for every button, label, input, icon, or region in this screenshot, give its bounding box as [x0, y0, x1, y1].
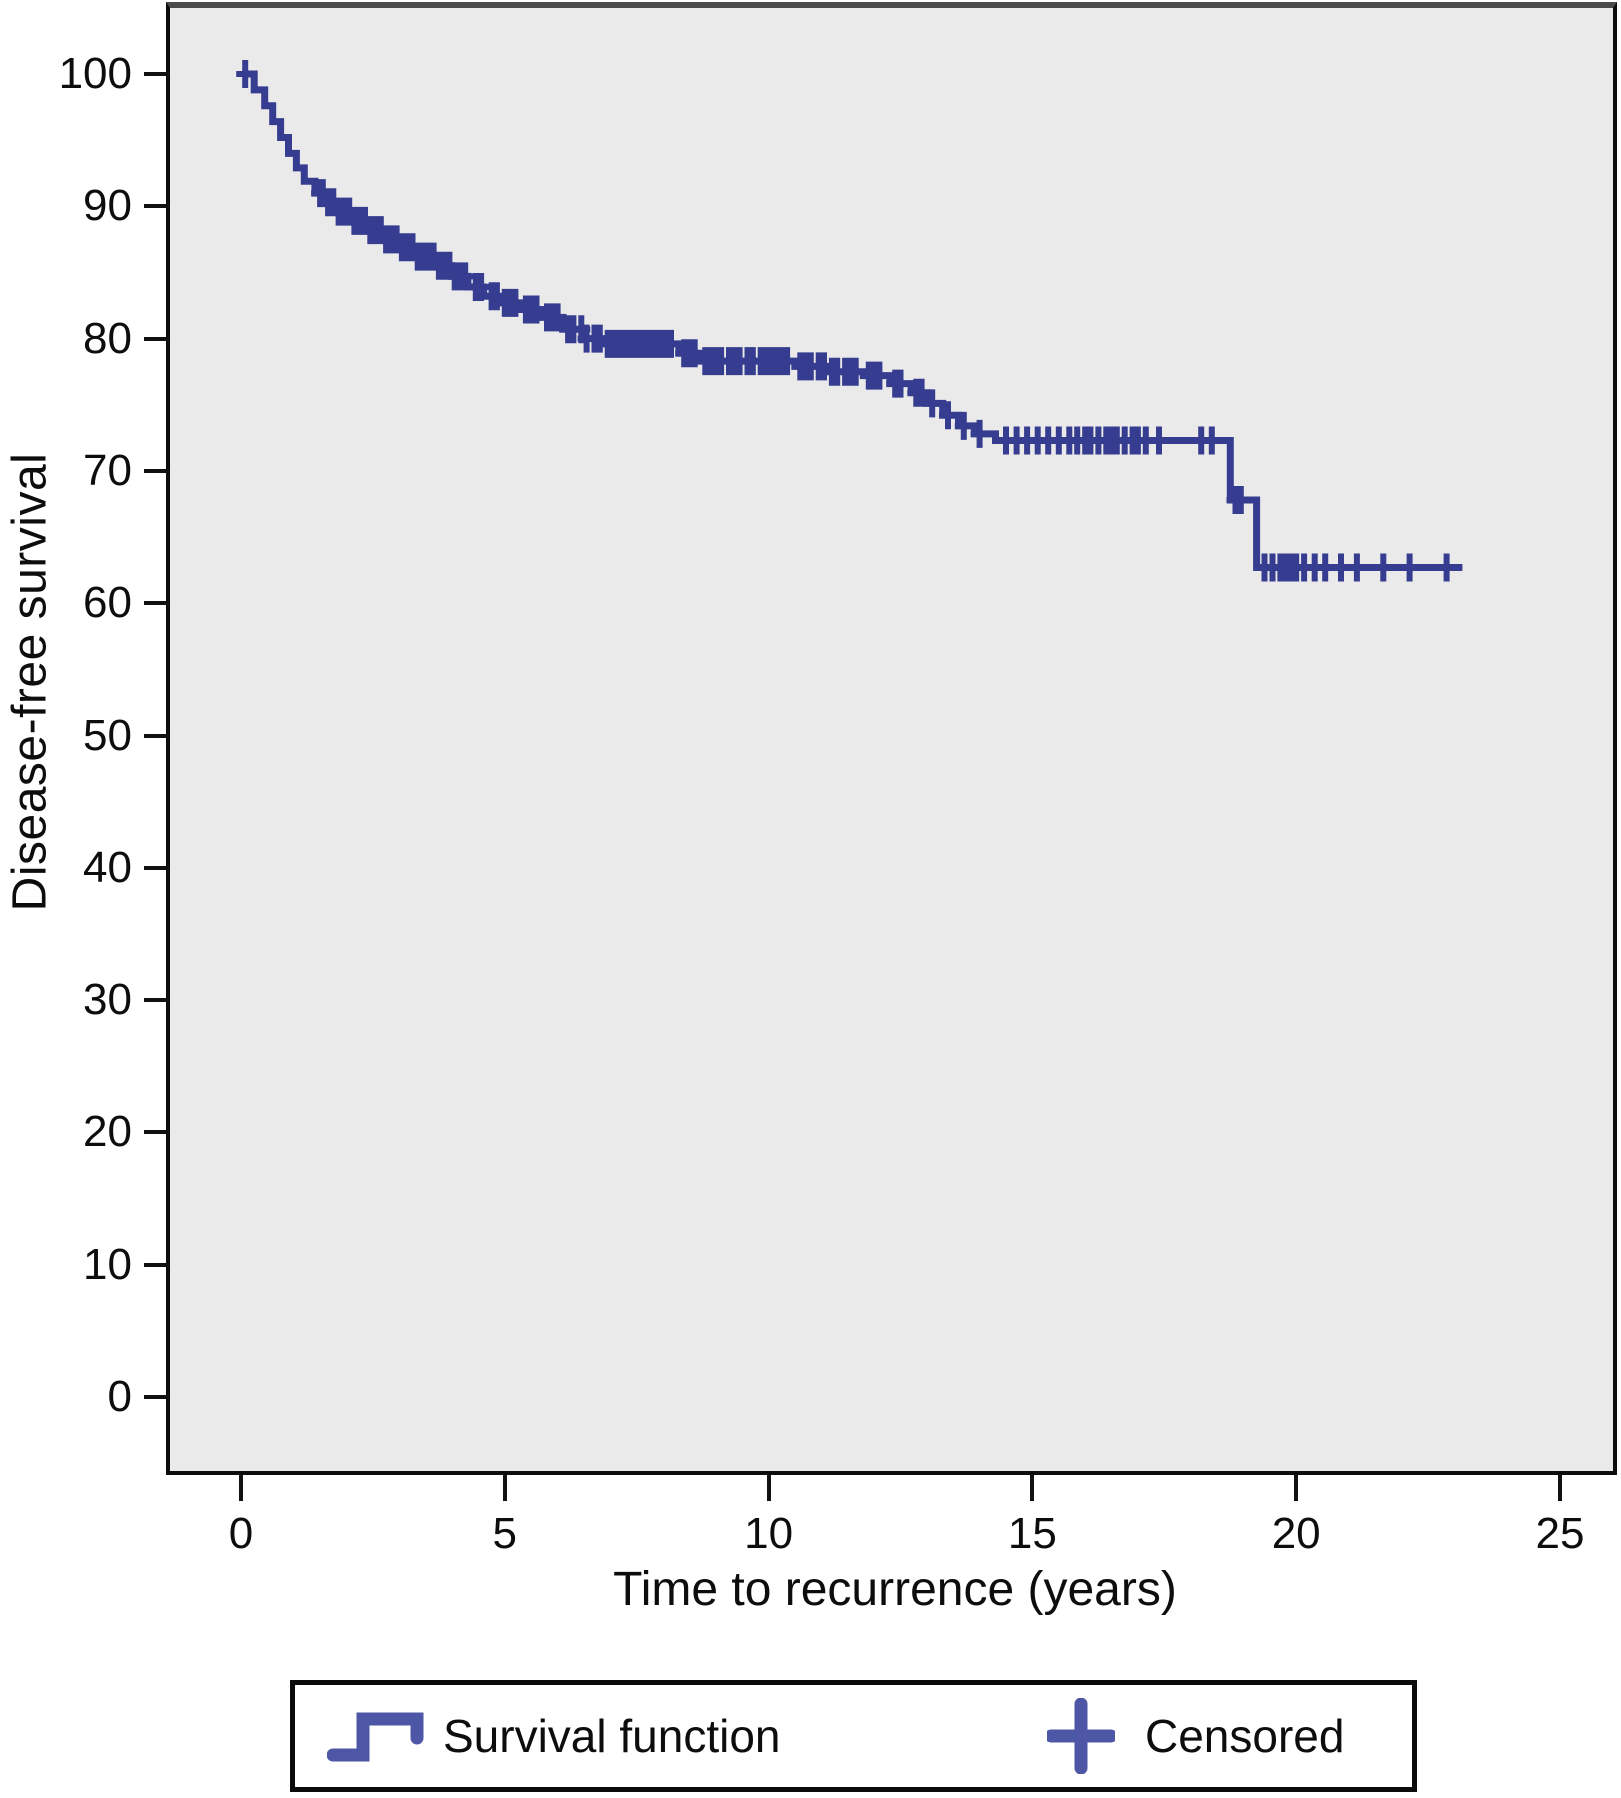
y-tick-30	[144, 998, 170, 1003]
y-tick-label-90: 90	[83, 181, 132, 231]
y-tick-60	[144, 601, 170, 606]
x-tick-label-20: 20	[1271, 1509, 1321, 1558]
y-tick-10	[144, 1262, 170, 1267]
y-tick-label-100: 100	[58, 49, 132, 98]
y-tick-label-80: 80	[83, 313, 132, 363]
y-tick-20	[144, 1130, 170, 1135]
y-tick-label-70: 70	[83, 445, 132, 495]
plus-icon	[1047, 1698, 1115, 1774]
y-tick-label-30: 30	[83, 975, 132, 1025]
y-tick-70	[144, 468, 170, 473]
legend-item-censored: Censored	[1047, 1685, 1344, 1787]
x-tick-label-15: 15	[1007, 1509, 1057, 1558]
y-tick-label-0: 0	[107, 1372, 132, 1421]
x-tick-10	[766, 1475, 771, 1501]
x-tick-label-25: 25	[1535, 1509, 1585, 1558]
legend-label-censored: Censored	[1145, 1710, 1345, 1762]
x-tick-label-10: 10	[744, 1509, 794, 1558]
x-tick-20	[1294, 1475, 1299, 1501]
survival-function-curve	[243, 70, 1463, 571]
y-tick-40	[144, 865, 170, 870]
y-tick-50	[144, 733, 170, 738]
x-tick-label-5: 5	[492, 1509, 518, 1558]
x-tick-label-0: 0	[228, 1509, 254, 1558]
plot-area	[166, 2, 1617, 1475]
legend-label-survival-function: Survival function	[443, 1710, 781, 1762]
x-tick-0	[239, 1475, 243, 1501]
y-tick-100	[144, 72, 170, 76]
y-tick-80	[144, 336, 170, 341]
legend: Survival function Censored	[290, 1680, 1417, 1792]
censored-marks	[236, 60, 1456, 582]
x-axis-title: Time to recurrence (years)	[613, 1563, 1177, 1616]
legend-item-survival-function: Survival function	[327, 1685, 781, 1787]
y-tick-label-20: 20	[83, 1107, 132, 1157]
x-tick-5	[502, 1475, 507, 1501]
y-tick-label-60: 60	[83, 578, 132, 628]
y-tick-0	[144, 1395, 170, 1399]
x-tick-25	[1558, 1475, 1562, 1501]
step-line-icon	[327, 1712, 424, 1762]
y-tick-label-50: 50	[83, 710, 132, 760]
y-tick-label-40: 40	[83, 842, 132, 892]
y-tick-label-10: 10	[83, 1239, 132, 1289]
x-tick-15	[1030, 1475, 1035, 1501]
survival-curve-svg	[236, 60, 1463, 582]
y-tick-90	[144, 204, 170, 209]
